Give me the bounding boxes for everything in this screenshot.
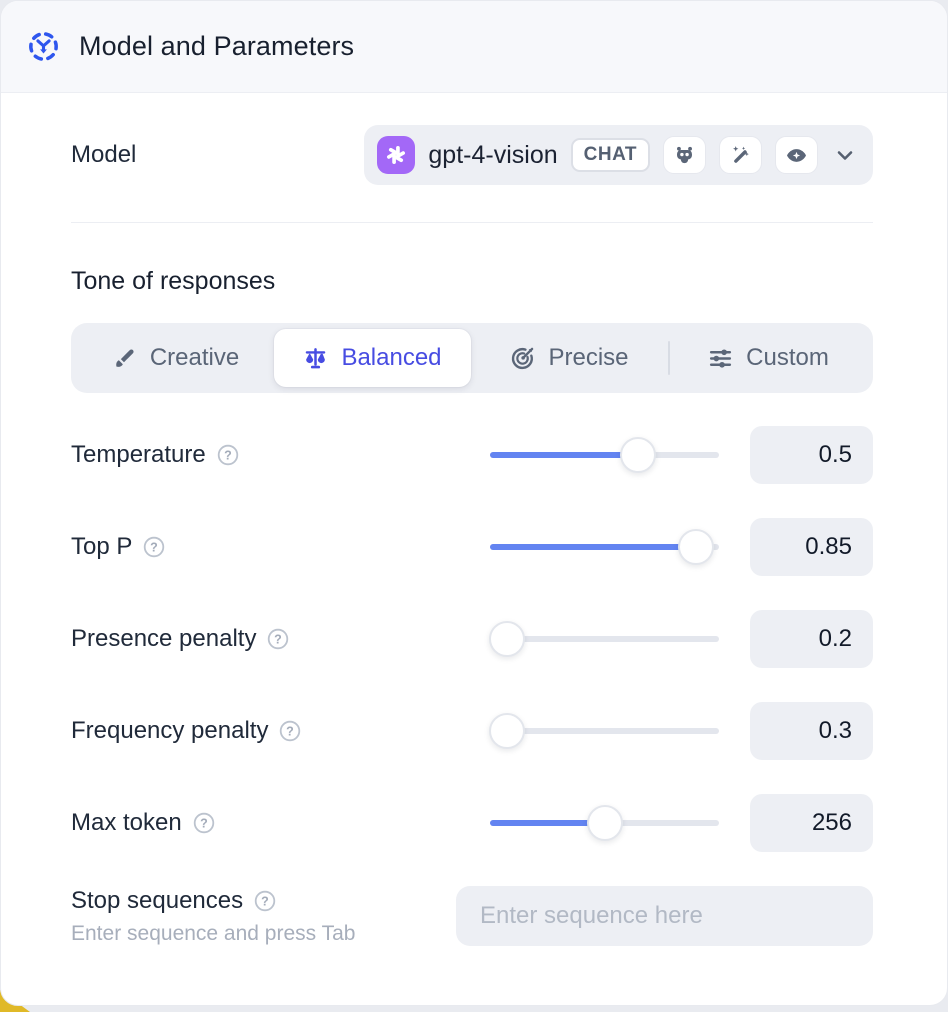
param-row-temperature: Temperature ? 0.5	[71, 425, 873, 485]
param-label-text: Top P	[71, 533, 133, 560]
param-label-text: Temperature	[71, 441, 206, 468]
tone-option-creative[interactable]: Creative	[77, 329, 274, 387]
slider-thumb[interactable]	[678, 529, 715, 565]
param-row-max-token: Max token ? 256	[71, 793, 873, 853]
model-hub-icon	[27, 30, 60, 63]
slider-thumb[interactable]	[489, 713, 525, 749]
svg-text:?: ?	[261, 894, 269, 908]
svg-text:?: ?	[224, 448, 232, 462]
help-icon[interactable]: ?	[266, 627, 290, 651]
help-icon[interactable]: ?	[142, 535, 166, 559]
tone-option-label: Precise	[548, 344, 629, 371]
sliders-icon	[708, 346, 733, 371]
vision-eye-icon	[775, 136, 818, 174]
target-icon	[510, 346, 535, 371]
presence-penalty-slider[interactable]	[489, 621, 720, 657]
svg-text:?: ?	[287, 724, 295, 738]
model-row: Model gpt-4-vision CH	[71, 125, 873, 185]
tone-heading: Tone of responses	[71, 267, 276, 295]
max-token-value[interactable]: 256	[750, 794, 873, 852]
svg-text:?: ?	[151, 540, 159, 554]
panel-header: Model and Parameters	[1, 1, 947, 93]
model-label: Model	[71, 141, 137, 168]
stop-sequences-hint: Enter sequence and press Tab	[71, 921, 356, 945]
top-p-slider[interactable]	[489, 529, 720, 565]
balance-scale-icon	[303, 346, 328, 371]
max-token-slider[interactable]	[489, 805, 720, 841]
model-name: gpt-4-vision	[428, 140, 558, 169]
param-label: Frequency penalty ?	[71, 717, 459, 745]
svg-text:?: ?	[275, 632, 283, 646]
param-label: Max token ?	[71, 809, 459, 837]
param-row-top-p: Top P ? 0.85	[71, 517, 873, 577]
section-divider	[71, 222, 873, 223]
param-label: Top P ?	[71, 533, 459, 561]
magic-wand-icon	[719, 136, 762, 174]
stop-sequences-row: Stop sequences ? Enter sequence and pres…	[71, 886, 873, 946]
stop-sequences-label: Stop sequences ?	[71, 887, 456, 915]
help-icon[interactable]: ?	[278, 719, 302, 743]
stop-sequences-label-group: Stop sequences ? Enter sequence and pres…	[71, 887, 456, 946]
stop-sequence-input[interactable]	[456, 886, 873, 946]
tone-option-label: Creative	[149, 344, 240, 371]
param-label: Presence penalty ?	[71, 625, 459, 653]
param-row-frequency-penalty: Frequency penalty ? 0.3	[71, 701, 873, 761]
param-label-text: Presence penalty	[71, 625, 257, 652]
frequency-penalty-value[interactable]: 0.3	[750, 702, 873, 760]
tone-option-label: Balanced	[341, 344, 442, 371]
help-icon[interactable]: ?	[192, 811, 216, 835]
brush-icon	[112, 346, 137, 371]
slider-thumb[interactable]	[586, 805, 623, 841]
slider-thumb[interactable]	[489, 621, 525, 657]
model-type-badge: CHAT	[570, 138, 650, 172]
slider-track	[490, 636, 719, 642]
slider-track	[490, 728, 719, 734]
openai-logo-icon	[377, 136, 416, 174]
frequency-penalty-slider[interactable]	[489, 713, 720, 749]
top-p-value[interactable]: 0.85	[750, 518, 873, 576]
tone-option-label: Custom	[746, 344, 829, 371]
param-label-text: Max token	[71, 809, 182, 836]
presence-penalty-value[interactable]: 0.2	[750, 610, 873, 668]
tone-option-precise[interactable]: Precise	[471, 329, 668, 387]
slider-thumb[interactable]	[619, 437, 656, 473]
param-label-text: Frequency penalty	[71, 717, 269, 744]
slider-fill	[490, 452, 639, 458]
tone-option-balanced[interactable]: Balanced	[274, 329, 471, 387]
param-row-presence-penalty: Presence penalty ? 0.2	[71, 609, 873, 669]
temperature-slider[interactable]	[489, 437, 720, 473]
panel-title: Model and Parameters	[79, 31, 355, 61]
stop-sequences-label-text: Stop sequences	[71, 886, 244, 914]
robot-icon	[663, 136, 706, 174]
tone-segmented-control: Creative Balanced	[71, 323, 873, 393]
help-icon[interactable]: ?	[216, 443, 240, 467]
temperature-value[interactable]: 0.5	[750, 426, 873, 484]
model-select-dropdown[interactable]: gpt-4-vision CHAT	[364, 125, 873, 185]
help-icon[interactable]: ?	[253, 889, 277, 913]
chevron-down-icon	[833, 143, 857, 167]
segment-divider	[668, 341, 670, 375]
slider-fill	[490, 820, 606, 826]
tone-option-custom[interactable]: Custom	[670, 329, 867, 387]
svg-text:?: ?	[200, 816, 208, 830]
slider-fill	[490, 544, 698, 550]
param-label: Temperature ?	[71, 441, 459, 469]
